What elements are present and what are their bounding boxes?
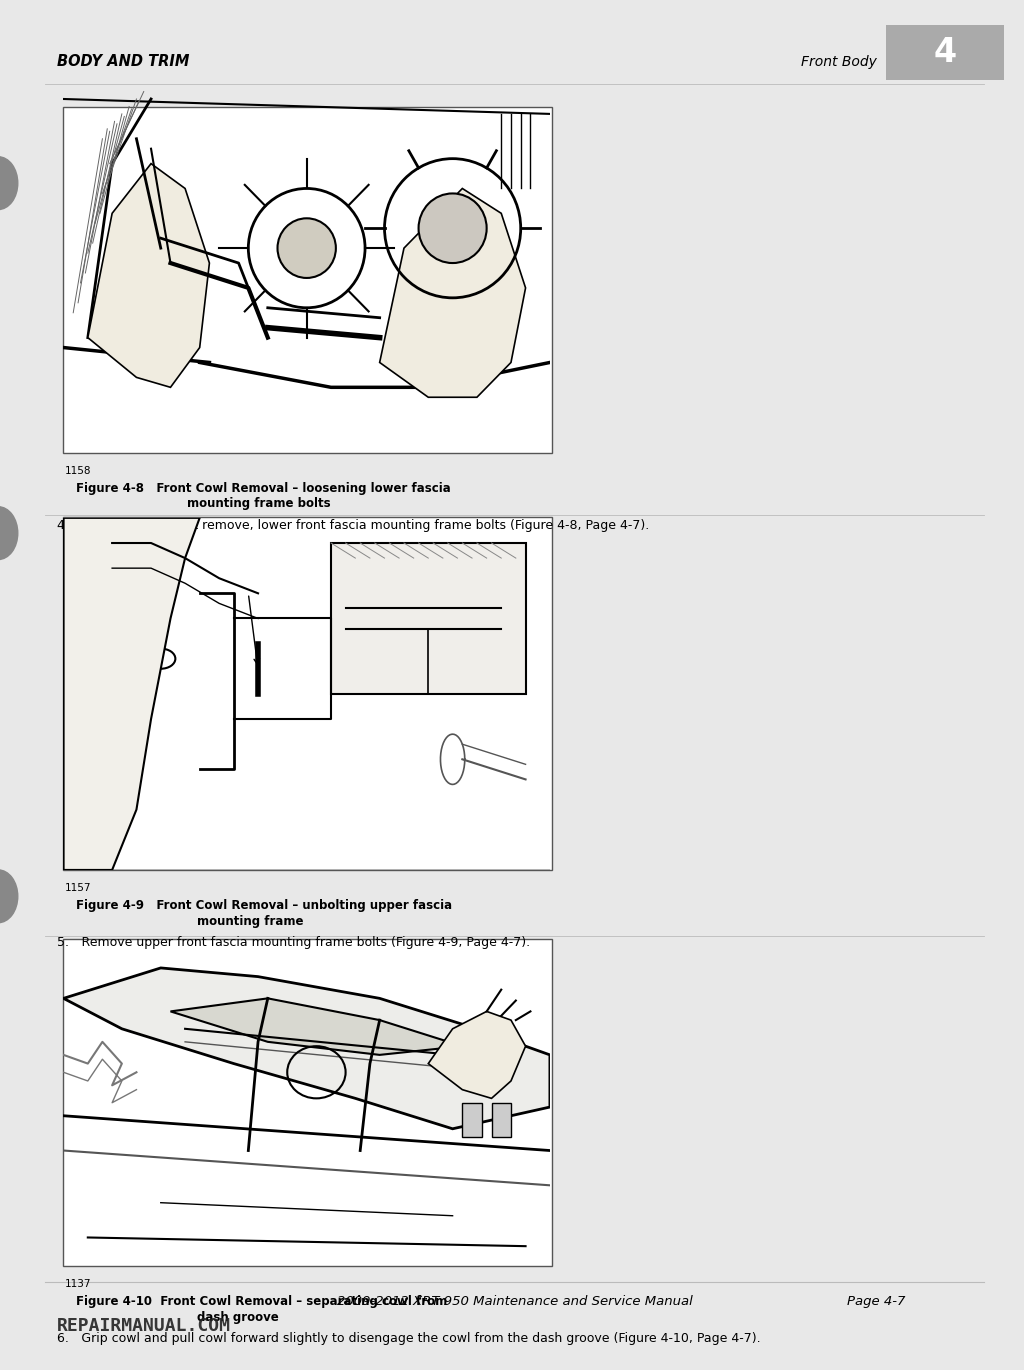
Text: 1137: 1137: [65, 1280, 91, 1289]
Polygon shape: [63, 969, 550, 1129]
Text: Figure 4-10  Front Cowl Removal – separating cowl from: Figure 4-10 Front Cowl Removal – separat…: [77, 1295, 447, 1308]
Text: Figure 4-9   Front Cowl Removal – unbolting upper fascia: Figure 4-9 Front Cowl Removal – unboltin…: [77, 899, 453, 912]
Polygon shape: [63, 518, 200, 870]
Bar: [492, 1103, 511, 1137]
Text: BODY AND TRIM: BODY AND TRIM: [57, 55, 189, 68]
Text: 5.  Remove upper front fascia mounting frame bolts (Figure 4-9, Page 4-7).: 5. Remove upper front fascia mounting fr…: [57, 936, 530, 949]
Text: 1158: 1158: [65, 466, 91, 475]
FancyBboxPatch shape: [62, 107, 552, 452]
Text: 1157: 1157: [65, 884, 91, 893]
Text: mounting frame: mounting frame: [197, 915, 303, 927]
Text: Front Body: Front Body: [801, 55, 877, 68]
Polygon shape: [380, 189, 525, 397]
Circle shape: [0, 507, 17, 559]
FancyBboxPatch shape: [62, 938, 552, 1266]
Text: Figure 4-8   Front Cowl Removal – loosening lower fascia: Figure 4-8 Front Cowl Removal – loosenin…: [77, 482, 452, 495]
Polygon shape: [428, 1011, 525, 1099]
Polygon shape: [170, 999, 462, 1055]
Circle shape: [278, 218, 336, 278]
Text: 4: 4: [933, 36, 956, 68]
Polygon shape: [88, 163, 209, 388]
Text: mounting frame bolts: mounting frame bolts: [187, 497, 331, 511]
Text: 2009-2012 XRT 950 Maintenance and Service Manual: 2009-2012 XRT 950 Maintenance and Servic…: [337, 1295, 692, 1308]
FancyBboxPatch shape: [62, 518, 552, 870]
Bar: [462, 1103, 481, 1137]
Text: dash groove: dash groove: [197, 1311, 279, 1323]
Circle shape: [0, 870, 17, 923]
Circle shape: [419, 193, 486, 263]
Text: 4.  Loosen, but do not remove, lower front fascia mounting frame bolts (Figure 4: 4. Loosen, but do not remove, lower fron…: [57, 519, 649, 532]
FancyBboxPatch shape: [886, 25, 1004, 79]
Text: REPAIRMANUAL.COM: REPAIRMANUAL.COM: [57, 1317, 230, 1334]
Bar: [331, 543, 525, 693]
Text: Page 4-7: Page 4-7: [847, 1295, 905, 1308]
Text: 6.  Grip cowl and pull cowl forward slightly to disengage the cowl from the dash: 6. Grip cowl and pull cowl forward sligh…: [57, 1332, 761, 1345]
Circle shape: [0, 156, 17, 210]
